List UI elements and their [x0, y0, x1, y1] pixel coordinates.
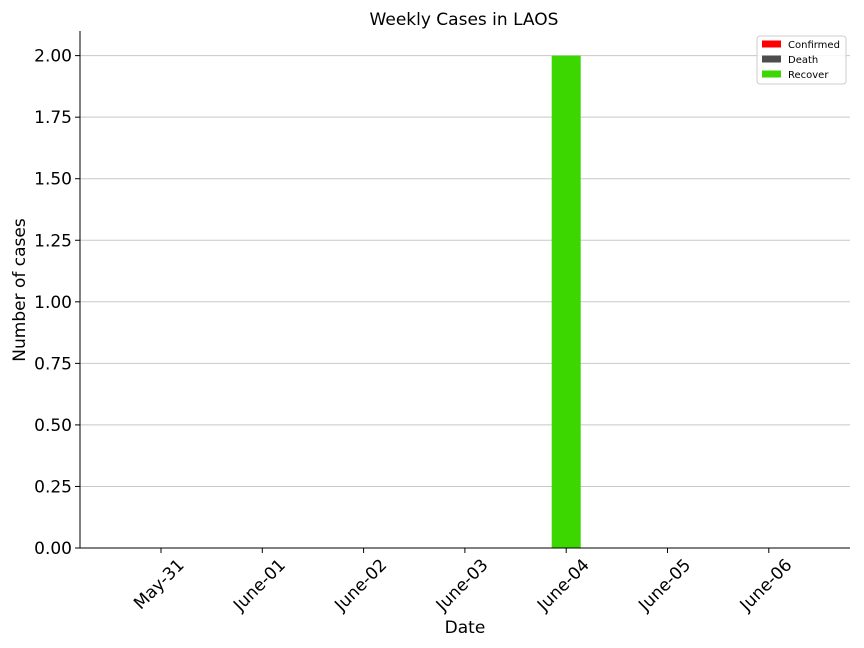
y-tick-label: 1.00: [34, 293, 72, 313]
y-axis-title: Number of cases: [10, 218, 30, 362]
legend-swatch-confirmed: [762, 40, 781, 48]
legend-label-death: Death: [788, 55, 818, 66]
bar-recover-june-04: [551, 55, 581, 548]
y-tick-label: 1.50: [34, 170, 72, 190]
y-ticks: 0.00 0.25 0.50 0.75 1.00 1.25 1.50 1.75 2.00: [34, 47, 80, 559]
x-axis-title: Date: [445, 618, 486, 638]
grid-lines: [80, 55, 850, 487]
y-tick-label: 0.25: [34, 477, 72, 497]
y-tick-label: 0.50: [34, 416, 72, 436]
legend-label-confirmed: Confirmed: [788, 40, 840, 51]
y-tick-label: 0.75: [34, 354, 72, 374]
legend: Confirmed Death Recover: [756, 35, 847, 85]
y-tick-label: 1.75: [34, 108, 72, 128]
y-tick-label: 0.00: [34, 539, 72, 559]
legend-swatch-recover: [762, 70, 781, 78]
y-tick-label: 1.25: [34, 231, 72, 251]
chart-title: Weekly Cases in LAOS: [370, 10, 559, 30]
y-tick-label: 2.00: [34, 47, 72, 67]
bars: [551, 55, 581, 548]
legend-label-recover: Recover: [788, 70, 829, 81]
legend-swatch-death: [762, 55, 781, 63]
